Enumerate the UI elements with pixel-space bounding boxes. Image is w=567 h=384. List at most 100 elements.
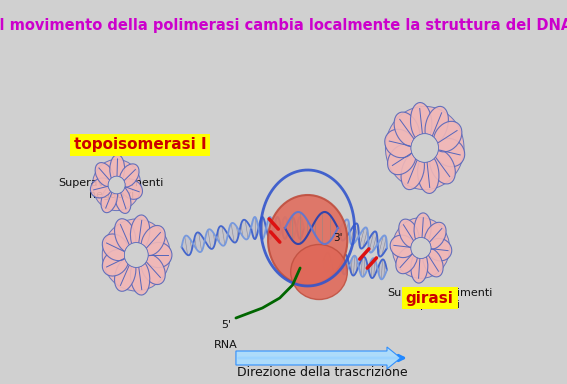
Text: 3': 3' [333, 233, 342, 243]
Polygon shape [210, 229, 213, 248]
Polygon shape [185, 236, 189, 255]
Polygon shape [336, 254, 337, 273]
Ellipse shape [102, 234, 129, 261]
Ellipse shape [386, 106, 464, 190]
Text: Superavvolgimenti
negativi: Superavvolgimenti negativi [58, 179, 164, 200]
Ellipse shape [291, 245, 348, 300]
Polygon shape [352, 223, 357, 244]
Ellipse shape [411, 103, 432, 142]
Polygon shape [340, 224, 342, 233]
Ellipse shape [414, 213, 431, 245]
Polygon shape [374, 260, 375, 276]
Polygon shape [342, 220, 348, 240]
Polygon shape [359, 263, 360, 270]
Polygon shape [195, 235, 198, 251]
Polygon shape [324, 257, 325, 268]
Polygon shape [369, 234, 372, 248]
Polygon shape [360, 228, 365, 248]
Ellipse shape [130, 215, 150, 251]
Polygon shape [380, 260, 382, 278]
Polygon shape [346, 225, 349, 237]
Polygon shape [250, 226, 251, 230]
Polygon shape [194, 239, 196, 248]
Polygon shape [380, 236, 386, 257]
Polygon shape [361, 258, 362, 275]
Polygon shape [242, 222, 244, 238]
Polygon shape [375, 263, 376, 274]
Polygon shape [341, 221, 345, 237]
Ellipse shape [411, 238, 431, 258]
Polygon shape [365, 260, 366, 275]
Ellipse shape [435, 138, 465, 167]
Text: girasi: girasi [406, 291, 454, 306]
Polygon shape [339, 260, 340, 268]
Ellipse shape [102, 249, 129, 276]
Polygon shape [338, 258, 339, 270]
FancyArrow shape [236, 347, 400, 369]
Polygon shape [354, 227, 358, 243]
Polygon shape [218, 230, 220, 243]
Polygon shape [345, 255, 346, 274]
Polygon shape [184, 237, 187, 255]
Polygon shape [384, 263, 386, 276]
Polygon shape [327, 253, 329, 272]
Ellipse shape [411, 238, 431, 258]
Polygon shape [359, 232, 362, 242]
Polygon shape [329, 255, 330, 270]
Polygon shape [337, 256, 338, 271]
Polygon shape [362, 257, 363, 276]
Ellipse shape [268, 195, 348, 285]
Ellipse shape [411, 134, 438, 162]
Ellipse shape [92, 159, 141, 210]
Polygon shape [372, 258, 374, 278]
Polygon shape [234, 223, 237, 241]
Polygon shape [382, 238, 386, 255]
Polygon shape [333, 257, 334, 270]
Polygon shape [329, 258, 331, 268]
Ellipse shape [428, 238, 452, 261]
Polygon shape [183, 241, 184, 252]
Polygon shape [350, 224, 355, 243]
Polygon shape [334, 255, 335, 271]
Polygon shape [232, 223, 235, 243]
Polygon shape [205, 237, 206, 243]
Ellipse shape [141, 225, 165, 256]
Ellipse shape [411, 251, 428, 283]
Polygon shape [344, 255, 345, 274]
Ellipse shape [95, 162, 115, 187]
Polygon shape [201, 235, 203, 248]
Ellipse shape [130, 259, 150, 295]
Polygon shape [378, 240, 380, 250]
Ellipse shape [102, 219, 170, 291]
Text: Direzione della trascrizione: Direzione della trascrizione [238, 366, 408, 379]
Polygon shape [363, 230, 367, 248]
Polygon shape [335, 253, 336, 273]
Polygon shape [364, 258, 365, 276]
Ellipse shape [141, 254, 165, 285]
Polygon shape [248, 222, 249, 235]
Polygon shape [197, 233, 200, 252]
Polygon shape [365, 233, 368, 245]
Polygon shape [350, 226, 353, 240]
Ellipse shape [392, 218, 450, 278]
Polygon shape [344, 222, 349, 240]
Polygon shape [344, 255, 346, 275]
Polygon shape [221, 226, 224, 245]
Ellipse shape [121, 179, 142, 199]
Polygon shape [245, 220, 248, 238]
Polygon shape [357, 263, 358, 270]
Polygon shape [350, 230, 351, 235]
Polygon shape [355, 257, 356, 275]
Polygon shape [384, 242, 387, 253]
Text: RNA: RNA [214, 340, 238, 350]
Polygon shape [361, 228, 367, 248]
Polygon shape [214, 235, 215, 241]
Polygon shape [353, 256, 354, 275]
Polygon shape [219, 227, 222, 245]
Ellipse shape [401, 152, 425, 190]
Ellipse shape [425, 106, 448, 144]
Polygon shape [360, 260, 361, 273]
Ellipse shape [399, 219, 419, 248]
Ellipse shape [396, 247, 417, 274]
Polygon shape [335, 254, 336, 273]
